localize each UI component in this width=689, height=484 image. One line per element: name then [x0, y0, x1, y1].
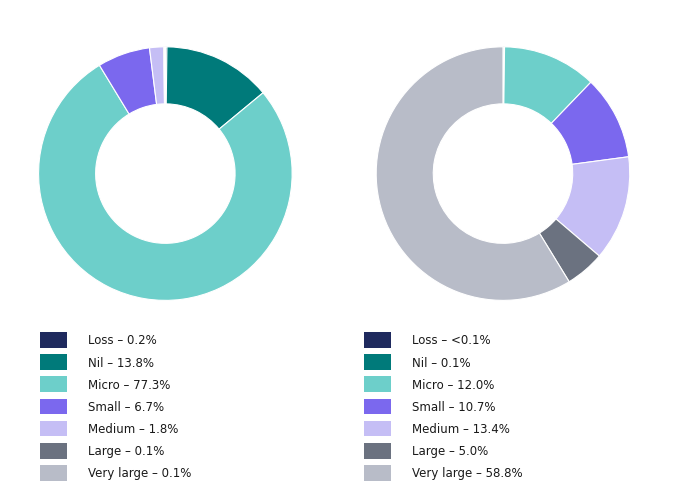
Bar [40, 443, 67, 458]
Wedge shape [99, 49, 156, 115]
Text: Small – 10.7%: Small – 10.7% [412, 400, 495, 413]
Wedge shape [165, 48, 167, 105]
Wedge shape [556, 157, 630, 257]
Bar [364, 421, 391, 437]
Text: Medium – 13.4%: Medium – 13.4% [412, 422, 510, 435]
Wedge shape [376, 48, 569, 301]
Text: Very large – 58.8%: Very large – 58.8% [412, 467, 523, 480]
Bar [40, 421, 67, 437]
Text: Medium – 1.8%: Medium – 1.8% [88, 422, 178, 435]
Text: Small – 6.7%: Small – 6.7% [88, 400, 164, 413]
Bar [364, 399, 391, 414]
Bar [364, 443, 391, 458]
Bar [40, 355, 67, 370]
Wedge shape [551, 83, 628, 165]
Bar [364, 355, 391, 370]
Text: Loss – 0.2%: Loss – 0.2% [88, 333, 157, 347]
Bar [40, 399, 67, 414]
Wedge shape [39, 66, 292, 301]
Text: Large – 5.0%: Large – 5.0% [412, 444, 489, 457]
Wedge shape [150, 48, 165, 105]
Text: Nil – 0.1%: Nil – 0.1% [412, 356, 471, 369]
Wedge shape [166, 48, 263, 130]
Text: Micro – 12.0%: Micro – 12.0% [412, 378, 495, 391]
Bar [364, 377, 391, 392]
Bar [40, 333, 67, 348]
Text: Very large – 0.1%: Very large – 0.1% [88, 467, 192, 480]
Wedge shape [539, 219, 599, 282]
Bar [364, 465, 391, 481]
Text: Micro – 77.3%: Micro – 77.3% [88, 378, 171, 391]
Wedge shape [504, 48, 591, 124]
Text: Large – 0.1%: Large – 0.1% [88, 444, 165, 457]
Wedge shape [503, 48, 504, 105]
Bar [364, 333, 391, 348]
Text: Loss – <0.1%: Loss – <0.1% [412, 333, 491, 347]
Bar [40, 377, 67, 392]
Wedge shape [164, 48, 165, 105]
Bar [40, 465, 67, 481]
Text: Nil – 13.8%: Nil – 13.8% [88, 356, 154, 369]
